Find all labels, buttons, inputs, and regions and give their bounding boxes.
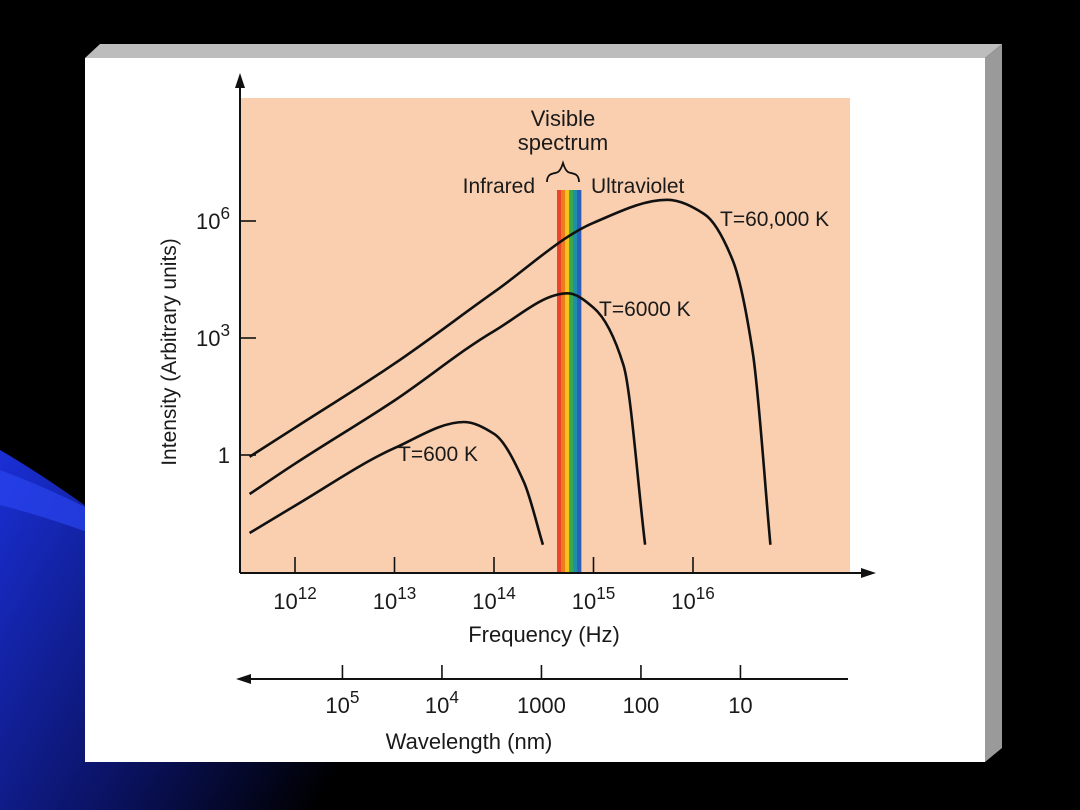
wavelength-axis-arrowhead <box>236 674 251 684</box>
series-label-6000k: T=6000 K <box>599 298 691 321</box>
series-curve-1 <box>248 291 647 545</box>
x-tick-label: 1012 <box>273 583 317 614</box>
y-axis-arrowhead <box>235 73 245 88</box>
plot-area <box>240 98 850 573</box>
panel-bevel-right <box>985 44 1002 762</box>
visible-label-line2: spectrum <box>518 130 608 155</box>
wavelength-axis-label: Wavelength (nm) <box>386 729 553 754</box>
visible-band-stripe <box>573 190 578 573</box>
visible-spectrum-band <box>557 190 582 573</box>
y-tick-label: 1 <box>218 443 230 468</box>
series-curve-0 <box>248 420 545 546</box>
series-label-60000k: T=60,000 K <box>720 208 829 231</box>
x-axis-label: Frequency (Hz) <box>468 622 620 647</box>
visible-label-line1: Visible <box>531 106 595 131</box>
infrared-label: Infrared <box>463 175 535 198</box>
visible-band-stripe <box>557 190 562 573</box>
wavelength-axis-ticks: 105 104 1000 100 10 <box>325 665 753 718</box>
visible-brace <box>546 160 580 183</box>
wavelength-tick-label: 104 <box>425 687 459 718</box>
x-axis-ticks: 1012 1013 1014 1015 1016 <box>273 557 715 614</box>
x-axis-arrowhead <box>861 568 876 578</box>
y-axis-label: Intensity (Arbitrary units) <box>158 238 181 466</box>
y-axis-ticks: 1 103 106 <box>196 203 256 468</box>
wavelength-tick-label: 10 <box>728 693 752 718</box>
y-tick-label: 106 <box>196 203 230 234</box>
panel-bevel-top <box>85 44 1002 58</box>
ultraviolet-label: Ultraviolet <box>591 175 685 198</box>
curves <box>248 198 772 546</box>
x-tick-label: 1013 <box>373 583 417 614</box>
visible-band-stripe <box>565 190 570 573</box>
x-tick-label: 1014 <box>472 583 516 614</box>
x-tick-label: 1015 <box>572 583 616 614</box>
wavelength-tick-label: 100 <box>623 693 660 718</box>
wavelength-tick-label: 1000 <box>517 693 566 718</box>
series-curve-2 <box>248 198 772 545</box>
visible-band-stripe <box>569 190 574 573</box>
wavelength-tick-label: 105 <box>325 687 359 718</box>
visible-band-stripe <box>561 190 566 573</box>
y-tick-label: 103 <box>196 320 230 351</box>
visible-band-stripe <box>577 190 582 573</box>
x-tick-label: 1016 <box>671 583 715 614</box>
series-label-600k: T=600 K <box>398 443 478 466</box>
